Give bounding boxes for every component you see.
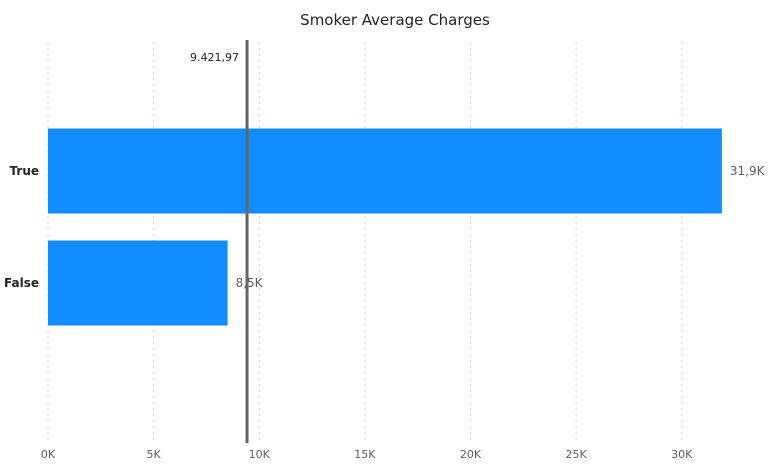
x-tick-label: 30K — [671, 448, 693, 461]
bar-false[interactable] — [48, 240, 228, 326]
category-label: True — [10, 164, 39, 178]
reference-line-label: 9.421,97 — [190, 51, 239, 64]
category-label: False — [4, 276, 39, 290]
data-label: 31,9K — [730, 164, 766, 178]
bar-true[interactable] — [48, 128, 722, 214]
x-tick-label: 10K — [249, 448, 271, 461]
x-tick-label: 0K — [41, 448, 56, 461]
reference-line-group: 9.421,97 — [190, 40, 249, 443]
x-tick-label: 25K — [566, 448, 588, 461]
bars — [48, 128, 722, 326]
labels: 0K 5K 10K 15K 20K 25K 30K True 31,9K False 8,5K — [4, 164, 766, 461]
x-tick-label: 5K — [147, 448, 162, 461]
x-tick-label: 20K — [460, 448, 482, 461]
chart-title: Smoker Average Charges — [300, 11, 490, 29]
data-label: 8,5K — [236, 276, 264, 290]
x-tick-label: 15K — [354, 448, 376, 461]
